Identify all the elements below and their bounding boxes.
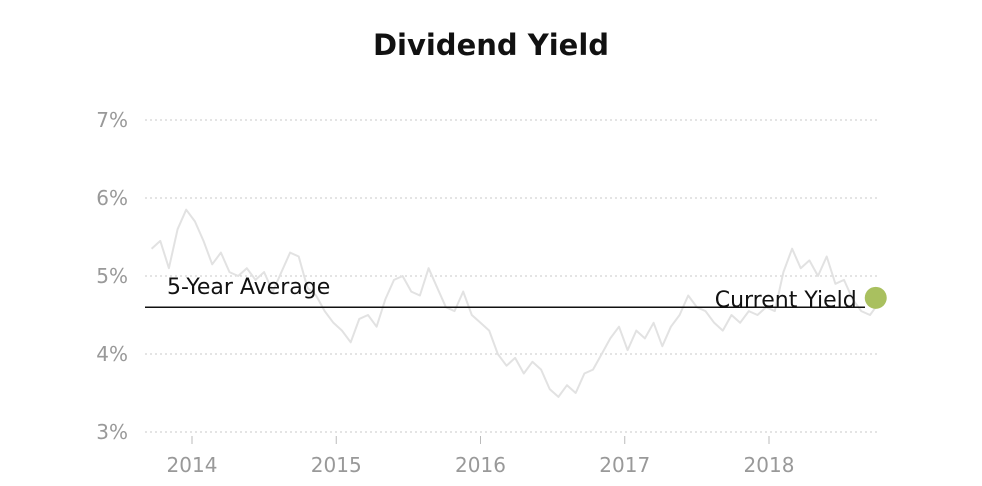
x-tick-label-1: 2015: [311, 453, 362, 477]
current-yield-dot: [864, 286, 887, 309]
y-tick-label-2: 5%: [96, 264, 128, 288]
y-tick-label-4: 7%: [96, 108, 128, 132]
average-reference-label: 5-Year Average: [167, 275, 330, 300]
series-line-0: [150, 208, 877, 398]
reference-line-group: 5-Year Average: [145, 275, 865, 308]
x-tick-label-4: 2018: [744, 453, 795, 477]
x-axis-ticks: 2014 2015 2016 2017 2018: [167, 436, 795, 477]
y-tick-label-1: 4%: [96, 342, 128, 366]
x-tick-label-0: 2014: [167, 453, 218, 477]
y-tick-label-3: 6%: [96, 186, 128, 210]
x-tick-label-3: 2017: [599, 453, 650, 477]
current-point-group: Current Yield: [715, 286, 887, 313]
series-layer: [150, 208, 877, 398]
current-yield-label: Current Yield: [715, 288, 857, 313]
y-tick-label-0: 3%: [96, 420, 128, 444]
chart-title: Dividend Yield: [373, 28, 609, 62]
y-axis-ticks: 3% 4% 5% 6% 7%: [96, 108, 128, 444]
x-tick-label-2: 2016: [455, 453, 506, 477]
